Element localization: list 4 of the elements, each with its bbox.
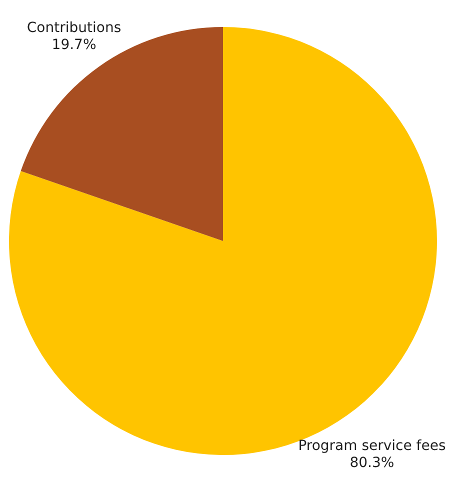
data-label: 80.3% (350, 455, 394, 472)
data-label: 19.7% (52, 36, 96, 53)
slice-label: Contributions (26, 20, 122, 36)
slice-label: Program service fees (298, 438, 446, 454)
